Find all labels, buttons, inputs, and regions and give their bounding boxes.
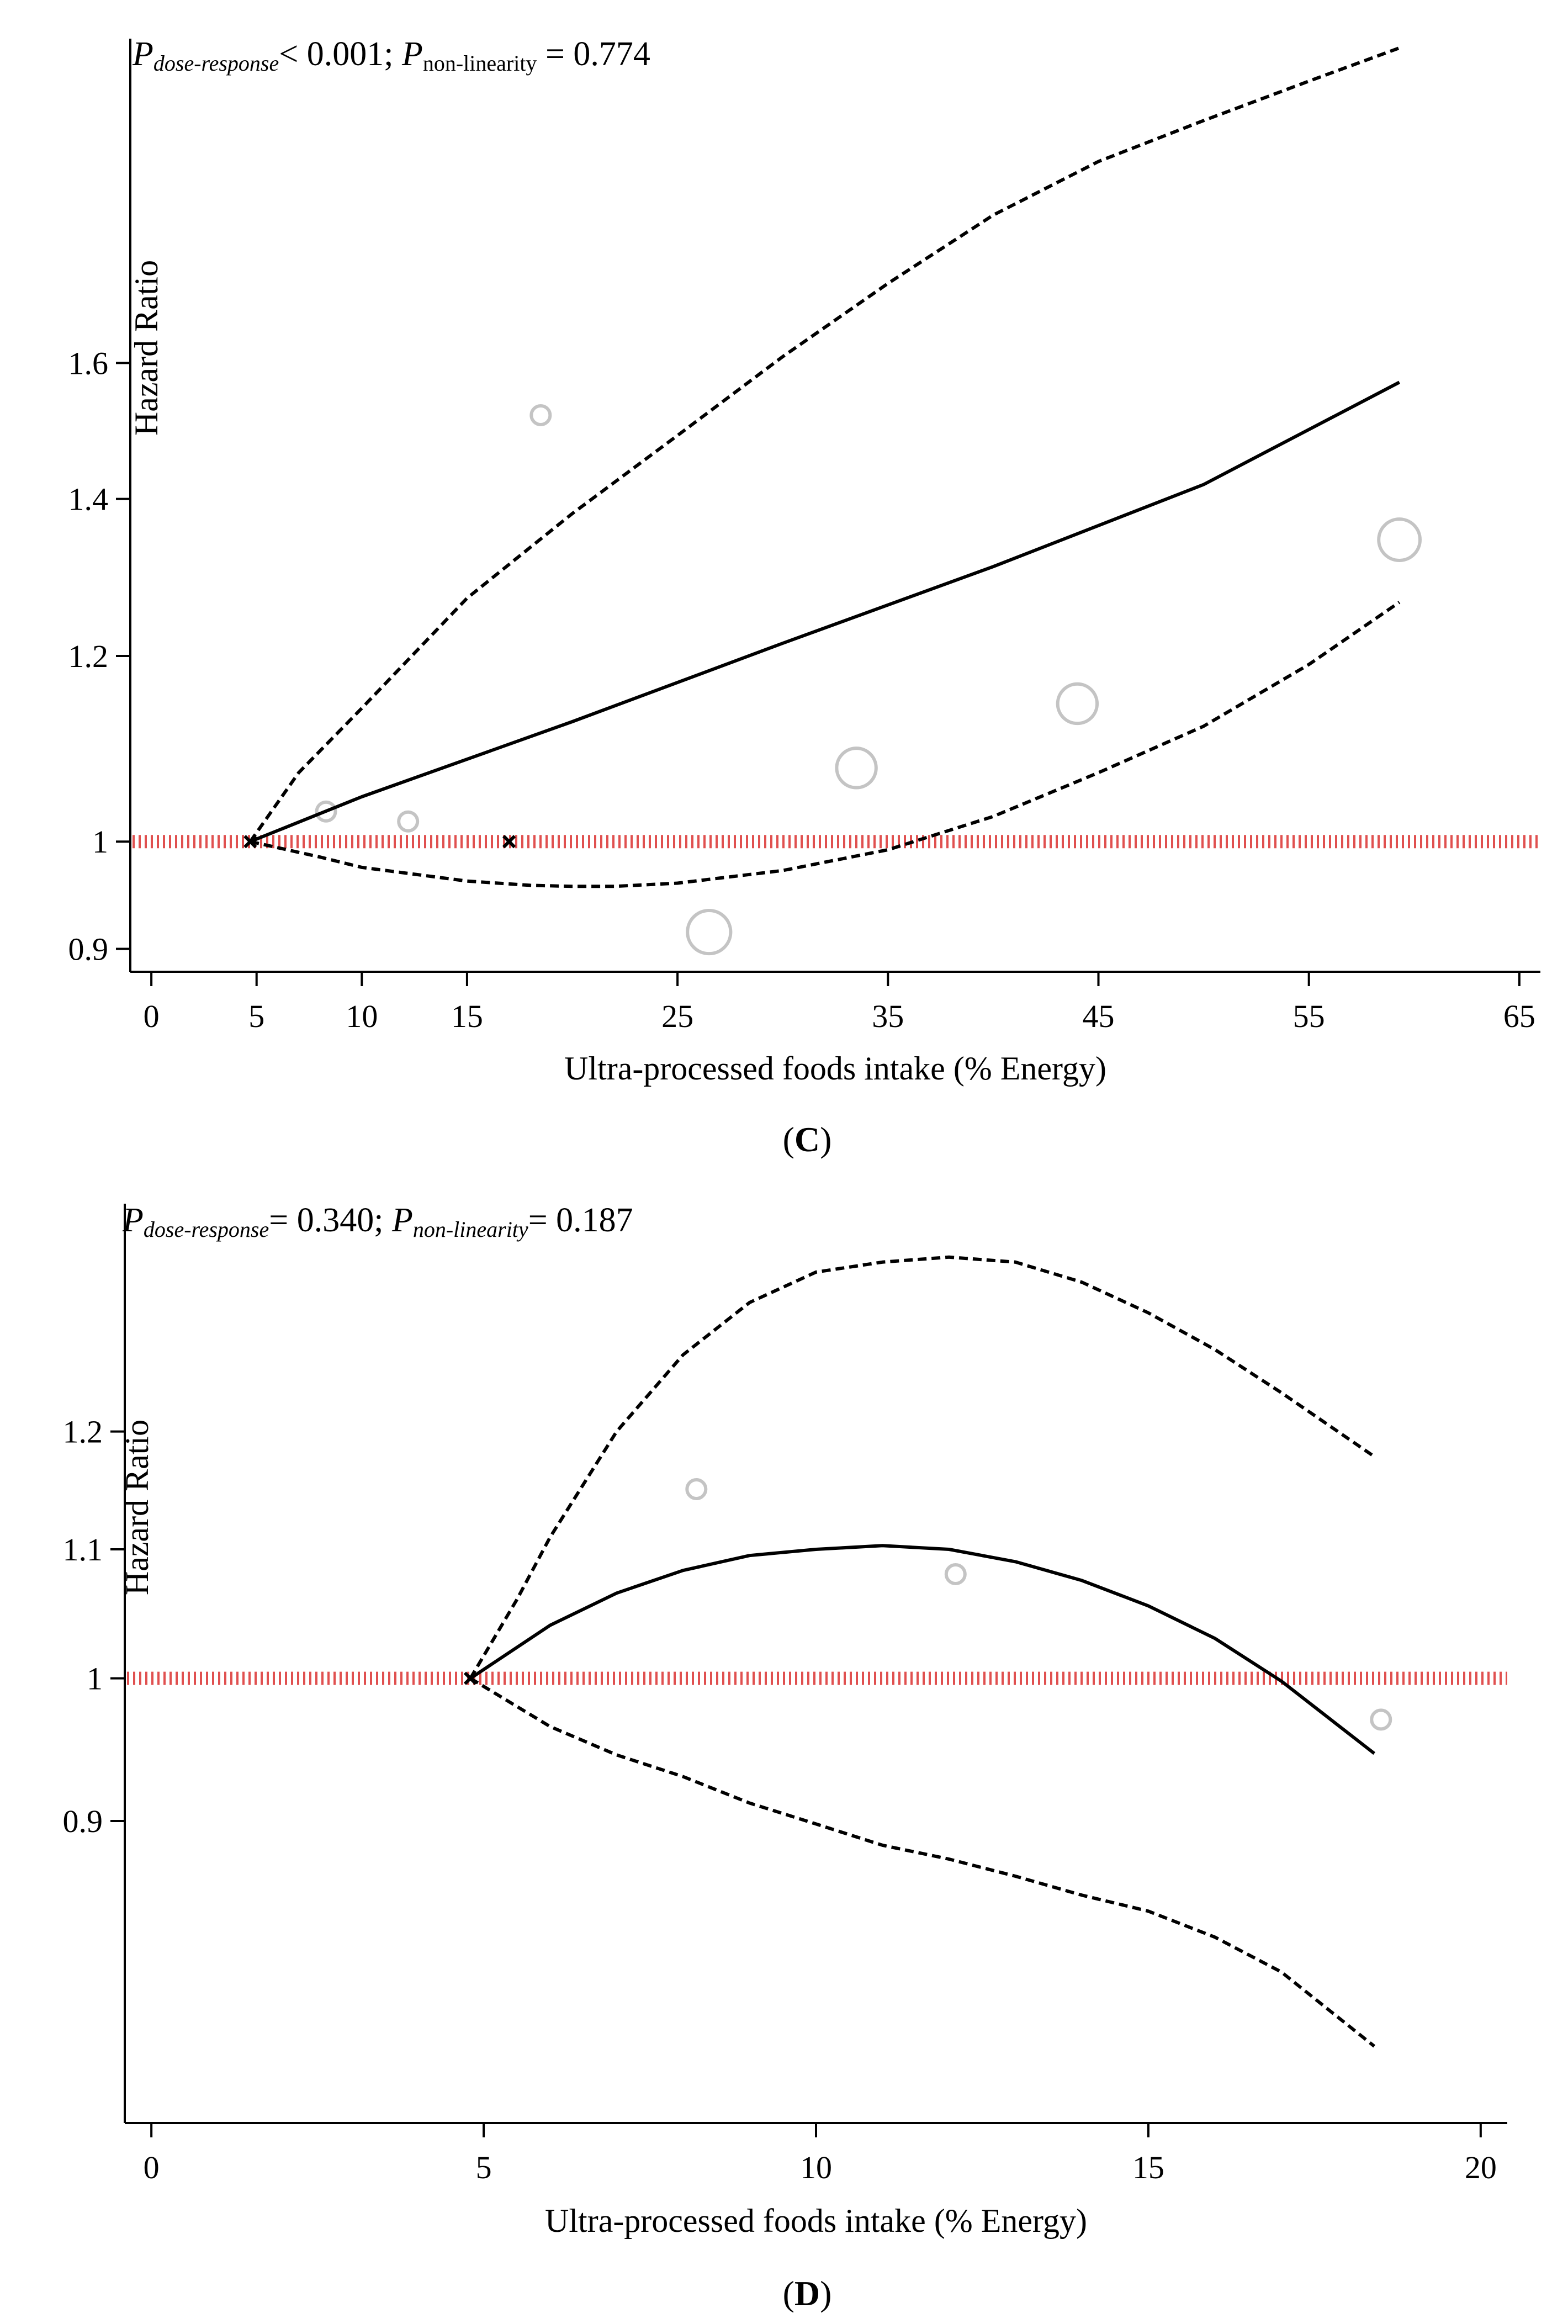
y-tick-label: 1.2: [63, 1414, 103, 1450]
p-nonlinearity-letter: P: [391, 1201, 413, 1239]
p-nonlinearity-value: = 0.774: [537, 35, 650, 73]
x-tick-label: 65: [1503, 998, 1535, 1034]
y-tick-label: 1.4: [68, 481, 109, 517]
panel-C: 0 5 10 15 25 35 45 55 65 0.9 1 1.2 1.4 1.6 Hazard Rati…: [68, 35, 1540, 1159]
x-tick-label: 15: [451, 998, 483, 1034]
p-dose-subscript: dose-response: [144, 1217, 269, 1242]
ci-curve: [469, 1255, 1375, 1680]
panel-label-letter: D: [794, 2274, 820, 2313]
x-tick-label: 0: [144, 998, 160, 1034]
ci-curve: [469, 1677, 1376, 2048]
y-axis-title: Hazard Ratio: [119, 1420, 155, 1595]
y-axis-title: Hazard Ratio: [128, 260, 165, 436]
p-nonlinearity-letter: P: [401, 35, 423, 73]
study-point: [1056, 682, 1099, 726]
x-tick-label: 15: [1132, 2150, 1164, 2185]
panel-label-close: ): [820, 2274, 831, 2313]
y-tick-label: 1.6: [68, 345, 109, 381]
estimate-curve: [250, 380, 1400, 843]
p-value-annotation: Pdose-response= 0.340; Pnon-linearity= 0…: [122, 1201, 633, 1242]
panel-label-close: ): [820, 1120, 831, 1159]
y-tick-label: 1.2: [68, 638, 109, 674]
p-dose-value: < 0.001;: [279, 35, 402, 73]
panel-label-open: (: [783, 1120, 794, 1159]
study-point: [1370, 1708, 1392, 1731]
x-tick-label: 10: [800, 2150, 832, 2185]
y-tick-label: 1: [92, 824, 108, 860]
y-tick-label: 1: [87, 1661, 103, 1697]
p-nonlinearity-value: = 0.187: [528, 1201, 633, 1239]
x-tick-label: 5: [248, 998, 264, 1034]
p-nonlinearity-subscript: non-linearity: [423, 51, 537, 76]
panel-label: (D): [783, 2274, 832, 2313]
p-dose-value: = 0.340;: [269, 1201, 392, 1239]
y-tick-label: 0.9: [68, 931, 109, 967]
p-dose-letter: P: [122, 1201, 144, 1239]
study-point: [529, 404, 552, 426]
y-tick-label: 0.9: [63, 1803, 103, 1839]
y-tick-label: 1.1: [63, 1532, 103, 1568]
panel-label-open: (: [783, 2274, 794, 2313]
ci-curve: [250, 601, 1401, 888]
knot-marker: [502, 835, 516, 849]
x-tick-label: 5: [476, 2150, 492, 2185]
p-dose-subscript: dose-response: [153, 51, 279, 76]
study-point: [1377, 517, 1422, 562]
knot-marker: [243, 835, 257, 849]
x-tick-label: 0: [144, 2150, 160, 2185]
study-point: [315, 800, 337, 823]
x-tick-label: 20: [1465, 2150, 1497, 2185]
panel-label: (C): [783, 1120, 832, 1159]
x-tick-label: 55: [1293, 998, 1325, 1034]
x-tick-label: 10: [346, 998, 378, 1034]
study-point: [835, 747, 878, 790]
panel-label-letter: C: [794, 1120, 820, 1159]
study-point: [944, 1563, 967, 1585]
study-point: [686, 908, 733, 956]
p-value-annotation: Pdose-response< 0.001; Pnon-linearity = …: [132, 35, 650, 76]
x-tick-label: 45: [1082, 998, 1114, 1034]
x-tick-label: 35: [872, 998, 904, 1034]
p-dose-letter: P: [132, 35, 153, 73]
study-point: [685, 1478, 708, 1501]
p-nonlinearity-subscript: non-linearity: [413, 1217, 528, 1242]
ci-curve: [248, 46, 1400, 843]
estimate-curve: [469, 1544, 1376, 1755]
panel-D: 0 5 10 15 20 0.9 1 1.1 1.2 Hazard Ratio Ultra-proc…: [63, 1201, 1507, 2313]
knot-marker: [463, 1671, 478, 1685]
study-point: [397, 810, 420, 833]
x-axis-title: Ultra-processed foods intake (% Energy): [545, 2203, 1087, 2239]
x-tick-label: 25: [661, 998, 693, 1034]
x-axis-title: Ultra-processed foods intake (% Energy): [564, 1050, 1106, 1087]
